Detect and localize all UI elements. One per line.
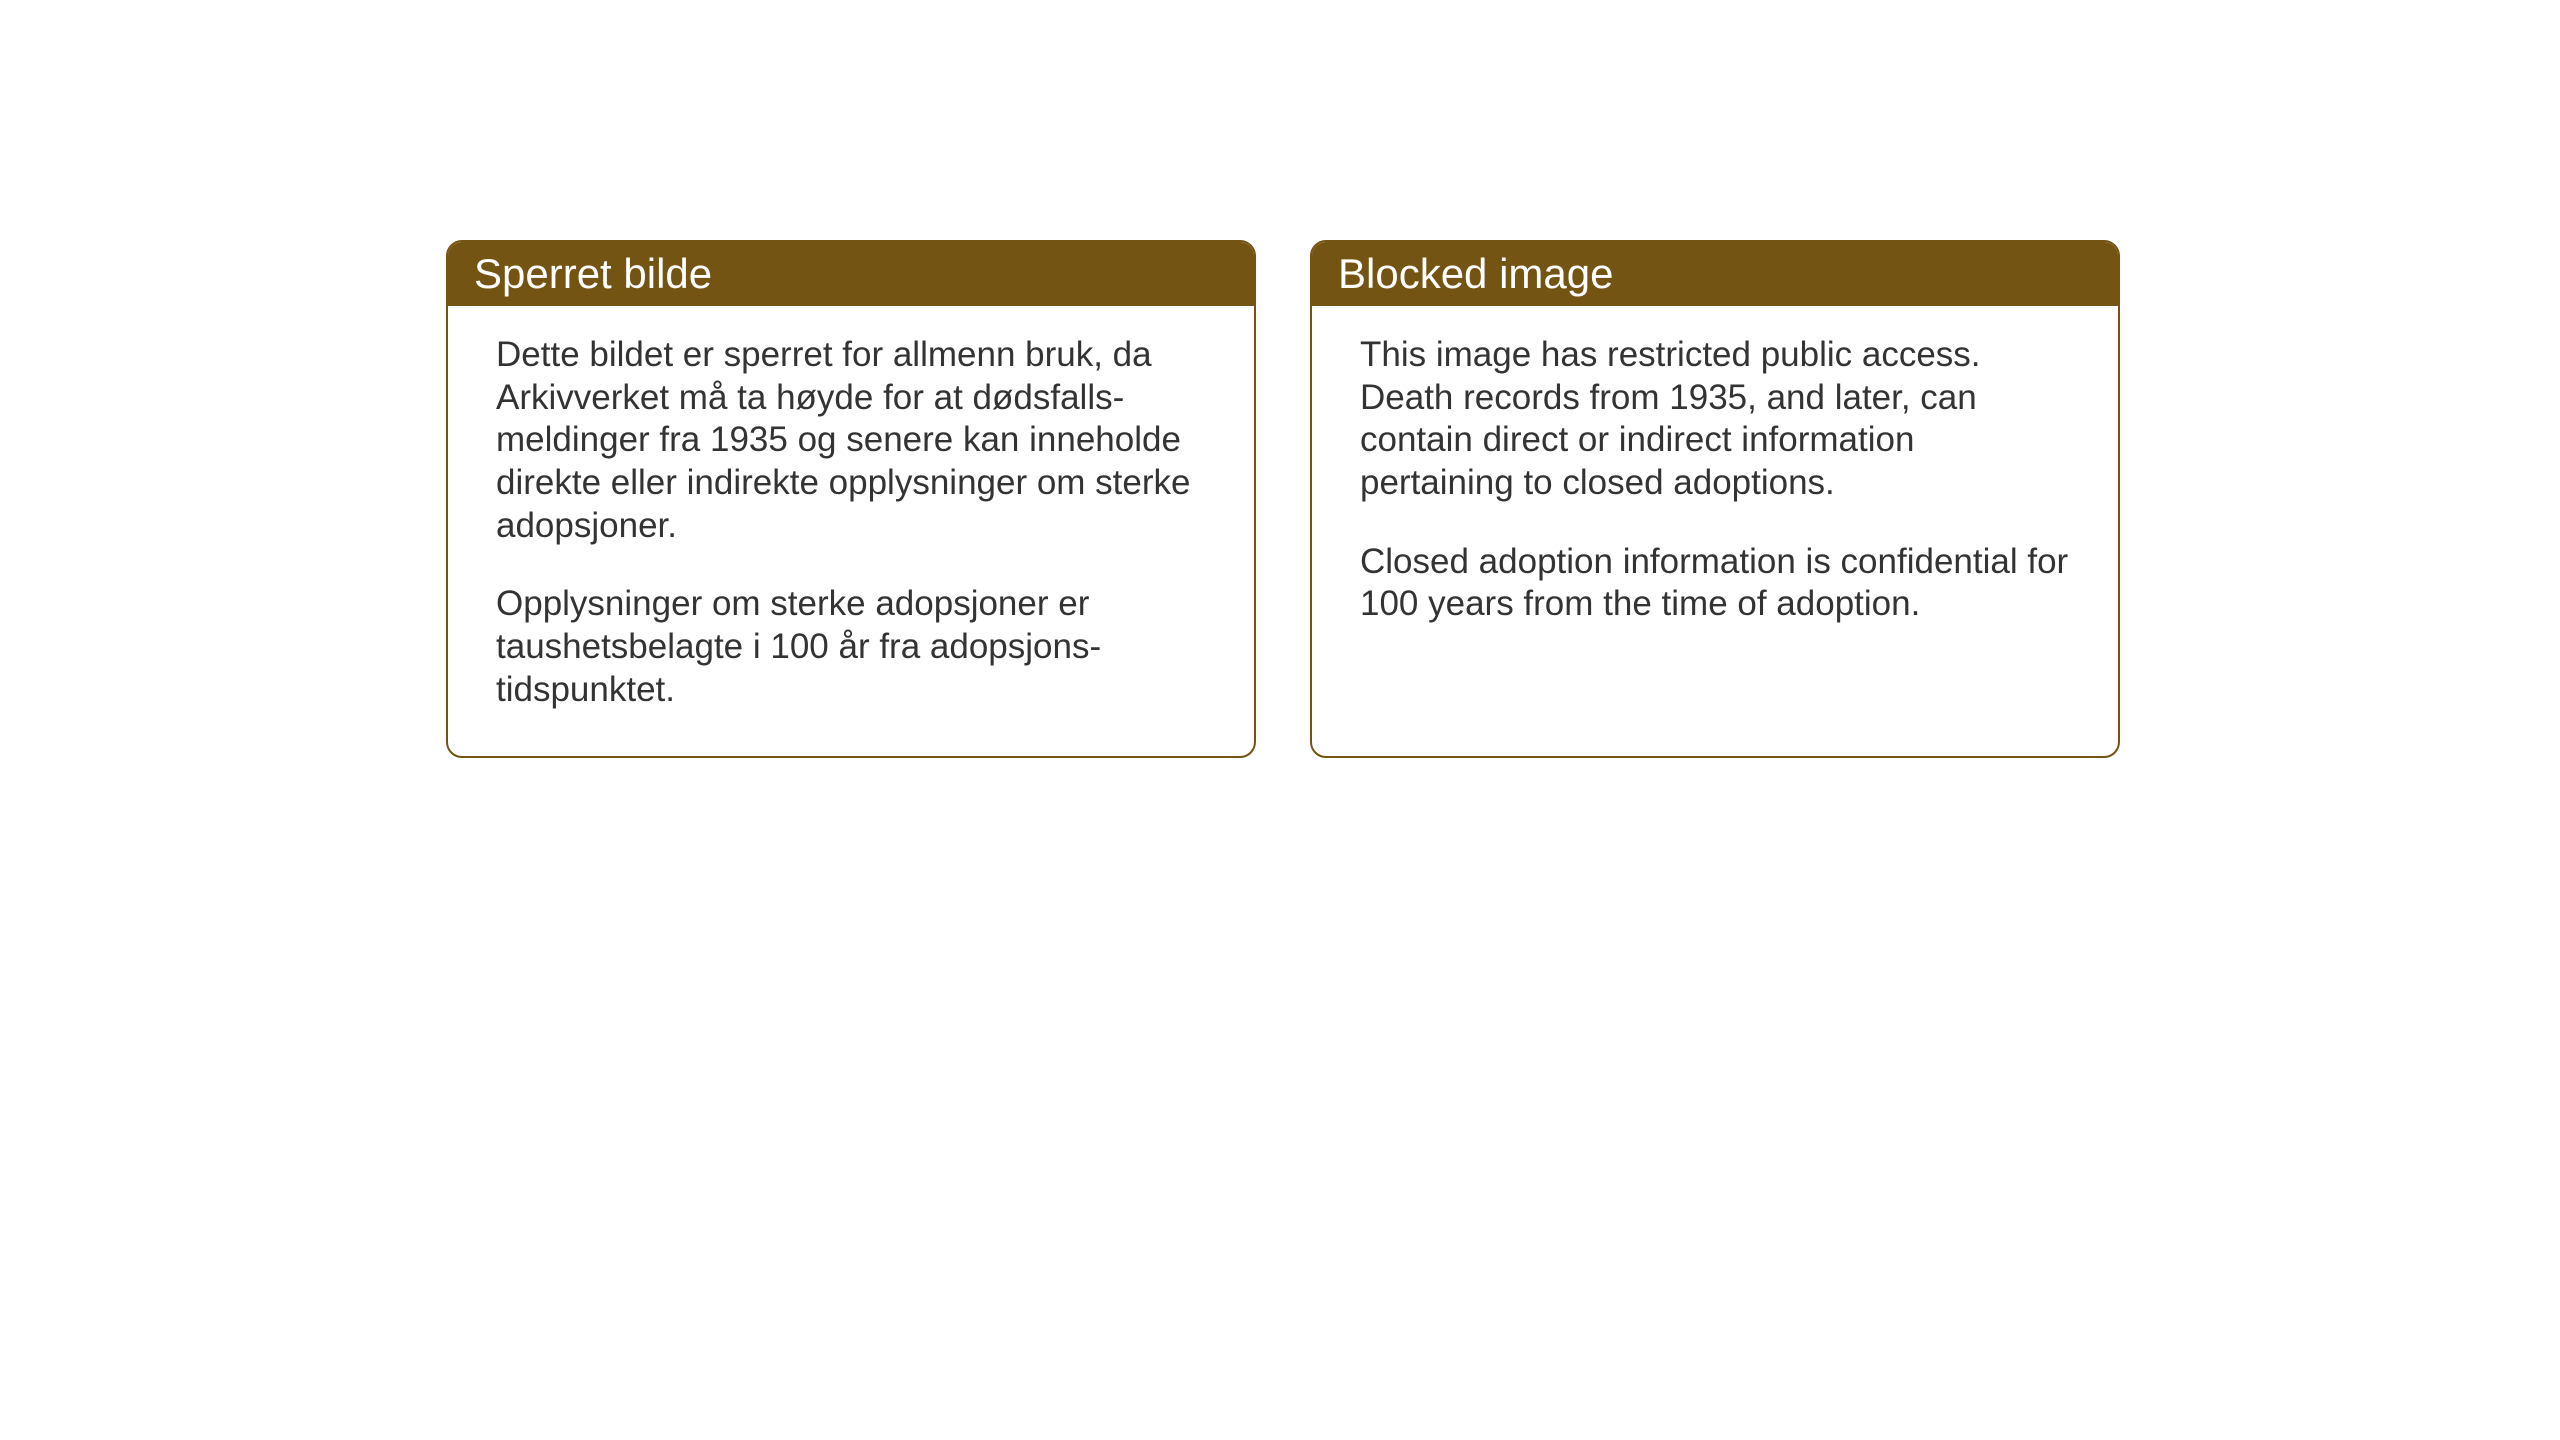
- norwegian-panel-body: Dette bildet er sperret for allmenn bruk…: [448, 306, 1254, 756]
- english-panel: Blocked image This image has restricted …: [1310, 240, 2120, 758]
- norwegian-paragraph-1: Dette bildet er sperret for allmenn bruk…: [496, 334, 1206, 547]
- panels-container: Sperret bilde Dette bildet er sperret fo…: [446, 240, 2120, 758]
- english-panel-body: This image has restricted public access.…: [1312, 306, 2118, 670]
- english-paragraph-2: Closed adoption information is confident…: [1360, 541, 2070, 626]
- norwegian-paragraph-2: Opplysninger om sterke adopsjoner er tau…: [496, 583, 1206, 711]
- english-paragraph-1: This image has restricted public access.…: [1360, 334, 2070, 505]
- english-panel-title: Blocked image: [1312, 242, 2118, 306]
- norwegian-panel: Sperret bilde Dette bildet er sperret fo…: [446, 240, 1256, 758]
- norwegian-panel-title: Sperret bilde: [448, 242, 1254, 306]
